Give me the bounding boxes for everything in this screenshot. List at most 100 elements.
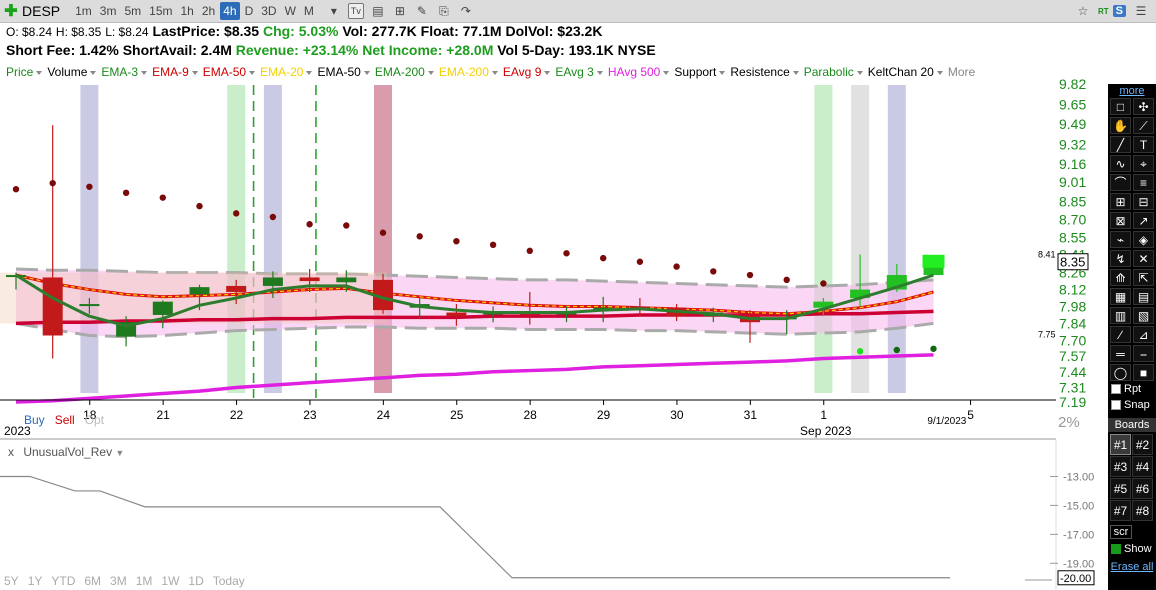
snap-checkbox[interactable]: Snap — [1108, 397, 1156, 413]
note-icon[interactable]: ⎘ — [439, 4, 449, 18]
legend-item[interactable]: EMA-50 — [317, 65, 374, 79]
crossbox-icon[interactable]: ⊠ — [1110, 212, 1131, 229]
show-checkbox[interactable]: Show — [1108, 541, 1156, 557]
legend-item[interactable]: EMA-200 — [439, 65, 503, 79]
double-line-icon[interactable]: ═ — [1110, 345, 1131, 362]
period-3m[interactable]: 3M — [110, 574, 127, 588]
board-button[interactable]: #4 — [1132, 456, 1153, 477]
period-ytd[interactable]: YTD — [51, 574, 76, 588]
legend-item[interactable]: EMA-200 — [375, 65, 439, 79]
period-5y[interactable]: 5Y — [4, 574, 19, 588]
symbol-label[interactable]: DESP — [22, 3, 61, 19]
legend-item[interactable]: Resistence — [730, 65, 803, 79]
hatch-icon[interactable]: ▧ — [1133, 307, 1154, 324]
columns-icon[interactable]: ▥ — [1110, 307, 1131, 324]
legend-item[interactable]: Support — [674, 65, 730, 79]
hand-icon[interactable]: ✋ — [1110, 117, 1131, 134]
arc-icon[interactable]: ⌒ — [1110, 174, 1131, 191]
s-badge-icon[interactable]: S — [1112, 5, 1126, 17]
close-icon[interactable]: x — [8, 445, 14, 459]
period-today[interactable]: Today — [212, 574, 245, 588]
pencil-icon[interactable]: ✎ — [416, 4, 427, 18]
legend-item[interactable]: HAvg 500 — [608, 65, 674, 79]
opt-button[interactable]: Opt — [84, 413, 105, 427]
legend-item[interactable]: EAvg 9 — [503, 65, 555, 79]
timeframe-1h[interactable]: 1h — [180, 4, 194, 18]
grid-icon[interactable]: ⊞ — [1110, 193, 1131, 210]
chevron-down-icon[interactable]: ▾ — [330, 4, 337, 18]
timeframe-3m[interactable]: 3m — [99, 4, 117, 18]
legend-item[interactable]: Parabolic — [804, 65, 868, 79]
tv-icon[interactable]: Tv — [347, 3, 364, 19]
eraser-icon[interactable]: ⟋ — [1133, 117, 1154, 134]
period-6m[interactable]: 6M — [84, 574, 102, 588]
timeframe-2h[interactable]: 2h — [201, 4, 216, 18]
diamond-icon[interactable]: ◈ — [1133, 231, 1154, 248]
legend-item[interactable]: More — [947, 65, 976, 79]
overlay-icon[interactable]: ▤ — [372, 4, 384, 18]
period-1w[interactable]: 1W — [161, 574, 180, 588]
legend-item[interactable]: EAvg 3 — [555, 65, 607, 79]
select-icon[interactable]: □ — [1110, 98, 1131, 115]
rectangle-icon[interactable]: ■ — [1133, 364, 1154, 381]
timeframe-m[interactable]: M — [303, 4, 314, 18]
legend-item[interactable]: EMA-3 — [101, 65, 152, 79]
buy-button[interactable]: Buy — [24, 413, 45, 427]
share-icon[interactable]: ↷ — [460, 4, 471, 18]
fan-icon[interactable]: ⟰ — [1110, 269, 1131, 286]
sell-button[interactable]: Sell — [54, 413, 75, 427]
legend-item[interactable]: EMA-50 — [203, 65, 260, 79]
crosshair-icon[interactable]: ✣ — [1133, 98, 1154, 115]
legend-item[interactable]: EMA-20 — [260, 65, 317, 79]
channel-icon[interactable]: ⇱ — [1133, 269, 1154, 286]
triangle-icon[interactable]: ⊿ — [1133, 326, 1154, 343]
board-button[interactable]: #7 — [1110, 500, 1131, 521]
timeframe-d[interactable]: D — [244, 4, 254, 18]
more-link[interactable]: more — [1119, 85, 1145, 97]
box-icon[interactable]: ⊟ — [1133, 193, 1154, 210]
arrow-icon[interactable]: ↗ — [1133, 212, 1154, 229]
circle-icon[interactable]: ◯ — [1110, 364, 1131, 381]
board-button[interactable]: #1 — [1110, 434, 1131, 455]
legend-item[interactable]: EMA-9 — [152, 65, 203, 79]
add-symbol-icon[interactable]: ✚ — [4, 3, 18, 20]
menu-icon[interactable]: ☰ — [1135, 4, 1147, 18]
board-button[interactable]: #8 — [1132, 500, 1153, 521]
rpt-checkbox[interactable]: Rpt — [1108, 381, 1156, 397]
period-1d[interactable]: 1D — [188, 574, 204, 588]
cross-icon[interactable]: ✕ — [1133, 250, 1154, 267]
timeframe-1m[interactable]: 1m — [75, 4, 92, 18]
timeframe-15m[interactable]: 15m — [149, 4, 173, 18]
legend-item[interactable]: Volume — [47, 65, 101, 79]
board-button[interactable]: #2 — [1132, 434, 1153, 455]
zigzag-icon[interactable]: ↯ — [1110, 250, 1131, 267]
star-icon[interactable]: ☆ — [1077, 4, 1089, 18]
period-1y[interactable]: 1Y — [27, 574, 43, 588]
indicator-name[interactable]: UnusualVol_Rev — [23, 445, 113, 459]
add-box-icon[interactable]: ⊞ — [394, 4, 405, 18]
segment-icon[interactable]: ⎯ — [1133, 345, 1154, 362]
erase-all-link[interactable]: Erase all — [1110, 561, 1154, 573]
period-1m[interactable]: 1M — [135, 574, 153, 588]
timeframe-3d[interactable]: 3D — [261, 4, 277, 18]
wave-icon[interactable]: ⌁ — [1110, 231, 1131, 248]
timeframe-w[interactable]: W — [284, 4, 296, 18]
board-button[interactable]: #5 — [1110, 478, 1131, 499]
ray-icon[interactable]: ∕ — [1110, 326, 1131, 343]
board-button[interactable]: #6 — [1132, 478, 1153, 499]
hline-icon[interactable]: ≡ — [1133, 174, 1154, 191]
text-icon[interactable]: T — [1133, 136, 1154, 153]
curve-icon[interactable]: ∿ — [1110, 155, 1131, 172]
lines-icon[interactable]: ▤ — [1133, 288, 1154, 305]
legend-item[interactable]: KeltChan 20 — [868, 65, 948, 79]
legend-item[interactable]: Price — [6, 65, 47, 79]
timeframe-5m[interactable]: 5m — [124, 4, 142, 18]
timeframe-4h[interactable]: 4h — [220, 2, 240, 20]
scr-button[interactable]: scr — [1110, 525, 1132, 539]
fib-icon[interactable]: ▦ — [1110, 288, 1131, 305]
board-button[interactable]: #3 — [1110, 456, 1131, 477]
measure-icon[interactable]: ⌖ — [1133, 155, 1154, 172]
chevron-down-icon[interactable]: ▼ — [115, 448, 125, 458]
trendline-icon[interactable]: ╱ — [1110, 136, 1131, 153]
